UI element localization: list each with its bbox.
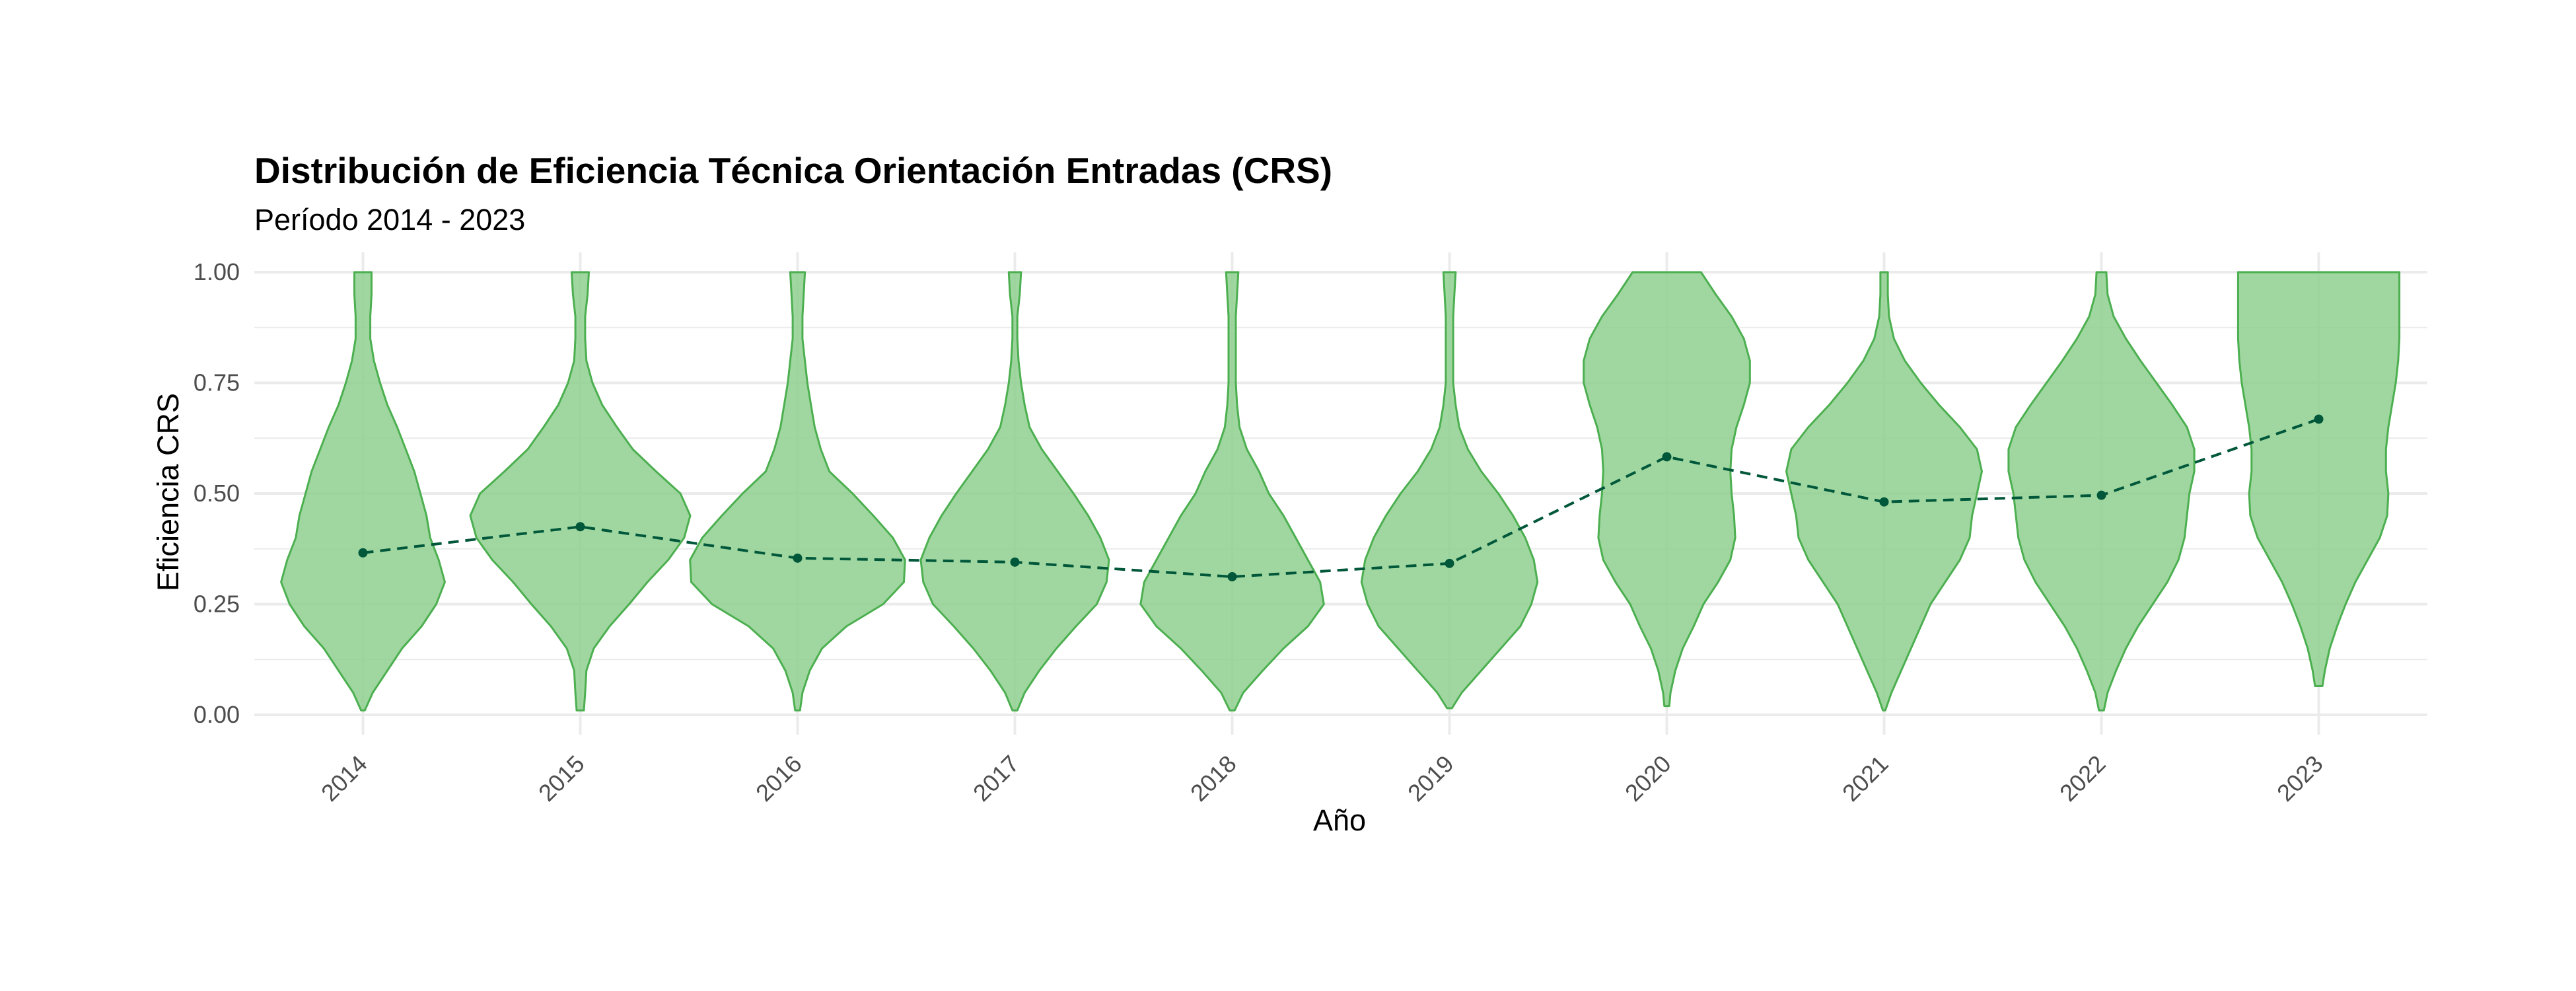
mean-point-2018 xyxy=(1227,571,1237,581)
violin-2019 xyxy=(1360,271,1539,710)
violin-2016 xyxy=(689,271,906,712)
violin-2020 xyxy=(1583,271,1751,708)
violin-2023 xyxy=(2236,271,2401,687)
mean-line xyxy=(363,418,2320,579)
y-tick-label: 1.00 xyxy=(194,258,240,285)
y-tick-label: 0.25 xyxy=(194,591,240,618)
mean-point-2015 xyxy=(575,522,585,532)
mean-point-2017 xyxy=(1010,557,1020,567)
violins xyxy=(280,271,2401,712)
mean-point-2023 xyxy=(2314,414,2324,424)
y-tick-label: 0.75 xyxy=(194,369,240,396)
violin-2015 xyxy=(469,271,692,712)
violin-2021 xyxy=(1785,271,1983,712)
violin-2018 xyxy=(1139,271,1325,712)
y-tick-label: 0.50 xyxy=(194,480,240,507)
y-axis: 0.00 0.25 0.50 0.75 1.00 xyxy=(194,258,240,728)
x-axis-title: Año xyxy=(1313,803,1366,837)
mean-point-2016 xyxy=(793,553,803,563)
mean-point-2019 xyxy=(1445,558,1454,568)
mean-point-2014 xyxy=(358,548,368,558)
y-axis-title: Eficiencia CRS xyxy=(151,393,185,591)
mean-point-2020 xyxy=(1662,452,1672,462)
chart-title: Distribución de Eficiencia Técnica Orien… xyxy=(254,150,1332,191)
violin-2017 xyxy=(919,271,1110,712)
mean-point-2021 xyxy=(1879,497,1889,507)
mean-trend xyxy=(358,414,2324,581)
violin-2014 xyxy=(280,271,446,712)
mean-point-2022 xyxy=(2096,490,2106,500)
y-tick-label: 0.00 xyxy=(194,701,240,728)
chart-subtitle: Período 2014 - 2023 xyxy=(254,203,525,237)
